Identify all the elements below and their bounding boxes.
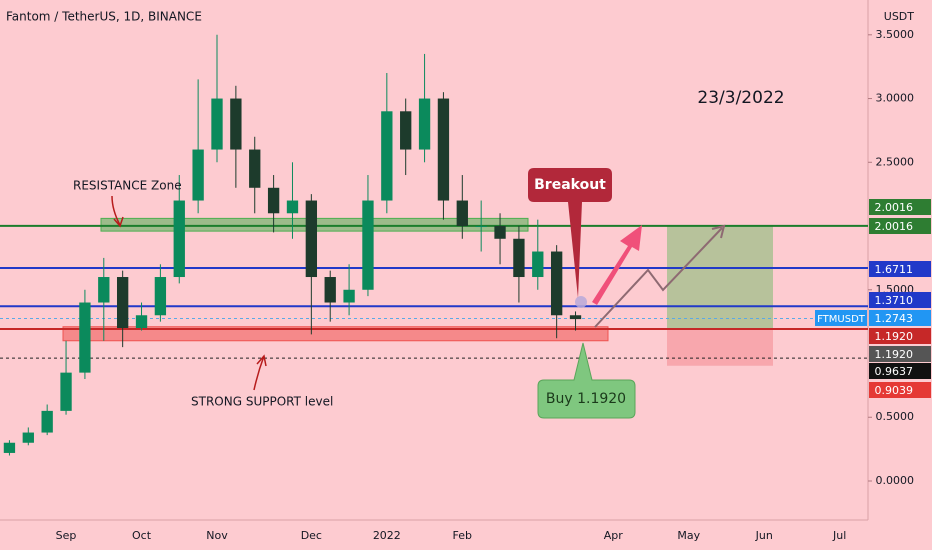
candle-body [135, 315, 148, 329]
buy-callout [537, 342, 636, 419]
price-tag-bg [869, 328, 931, 344]
candle-body [154, 277, 167, 316]
candle-body [173, 200, 185, 278]
candle-body [343, 289, 355, 303]
candle-body [249, 149, 261, 188]
x-tick-label: Sep [56, 529, 77, 542]
price-tag-label: 0.9637 [875, 365, 914, 378]
candle-body [418, 98, 431, 150]
date-note: 23/3/2022 [697, 88, 784, 108]
price-tag-bg [869, 346, 931, 362]
price-tag-bg [869, 310, 931, 326]
price-tag-label: 1.2743 [875, 312, 914, 325]
zone-label: RESISTANCE Zone [73, 179, 182, 193]
projection [594, 224, 726, 328]
price-tag-bg [869, 292, 931, 308]
candle-body [79, 302, 91, 373]
buy-label: Buy 1.1920 [546, 391, 626, 407]
candle-body [437, 98, 450, 201]
price-tag: 0.9039 [869, 382, 931, 398]
breakout-callout [528, 168, 612, 298]
symbol-tag-bg [815, 310, 867, 326]
candle-body [3, 442, 16, 453]
price-tag-label: 2.0016 [875, 220, 914, 233]
price-tag-bg [869, 218, 931, 234]
candle-body [60, 372, 72, 411]
x-tick-label: 2022 [373, 529, 401, 542]
candle-body [569, 315, 582, 320]
candle-body [400, 111, 412, 150]
price-tag-label: 2.0016 [875, 201, 914, 214]
candle-body [362, 200, 374, 290]
x-tick-label: Dec [301, 529, 322, 542]
y-tick-label: 0.0000 [876, 474, 915, 487]
x-tick-label: May [677, 529, 700, 542]
position-loss [667, 329, 773, 366]
candle-body [532, 251, 544, 278]
candle-body [41, 410, 53, 433]
candle-body [305, 200, 318, 278]
candle-body [116, 277, 129, 329]
candle-body [286, 200, 299, 214]
price-tag: 1.3710 [869, 292, 931, 308]
candle-body [230, 98, 242, 150]
candle-body [381, 111, 393, 201]
candle-body [98, 277, 110, 303]
price-tag: 1.2743 FTMUSDT [815, 310, 931, 326]
symbol-tag-label: FTMUSDT [817, 314, 866, 325]
candle-body [22, 432, 34, 443]
price-tag-label: 1.3710 [875, 294, 914, 307]
breakout-label: Breakout [534, 177, 606, 193]
position-profit [667, 225, 773, 330]
x-tick-label: Nov [206, 529, 228, 542]
zone-label: STRONG SUPPORT level [191, 395, 333, 409]
candle-body [513, 238, 525, 278]
x-tick-label: Apr [604, 529, 624, 542]
candle-body [267, 187, 280, 214]
candle-body [324, 277, 336, 303]
arrow [111, 195, 124, 228]
candle-body [475, 226, 487, 228]
price-tag-bg [869, 261, 931, 277]
candle-body [550, 251, 563, 316]
price-tag-bg [869, 363, 931, 379]
price-tag: 2.0016 [869, 218, 931, 234]
x-tick-label: Oct [132, 529, 152, 542]
y-tick-label: 3.0000 [876, 92, 915, 105]
price-tag-label: 1.6711 [875, 263, 914, 276]
y-tick-label: 2.5000 [876, 155, 915, 168]
candle-body [494, 226, 506, 239]
candle-body [192, 149, 204, 201]
price-tag-label: 1.1920 [875, 348, 914, 361]
price-tag: 1.1920 [869, 328, 931, 344]
price-tag: 1.6711 [869, 261, 931, 277]
zone [62, 326, 609, 342]
price-tag: 2.0016 [869, 199, 931, 215]
marker [575, 296, 587, 308]
breakout-arrow [592, 225, 642, 305]
chart-title: Fantom / TetherUS, 1D, BINANCE [6, 10, 202, 24]
price-tag: 0.9637 [869, 363, 931, 379]
x-tick-label: Jun [755, 529, 773, 542]
price-tag-bg [869, 199, 931, 215]
candle-body [456, 200, 468, 227]
candle-body [211, 98, 223, 150]
price-tag: 1.1920 [869, 346, 931, 362]
plot: RESISTANCE Zone STRONG SUPPORT level Break… [0, 34, 868, 456]
y-tick-label: 0.5000 [876, 410, 915, 423]
y-tick-label: 3.5000 [876, 28, 915, 41]
price-tag-bg [869, 382, 931, 398]
price-tag-label: 1.1920 [875, 330, 914, 343]
x-tick-label: Jul [832, 529, 846, 542]
currency: USDT [884, 10, 915, 23]
price-tag-label: 0.9039 [875, 384, 914, 397]
arrow [253, 354, 267, 391]
x-tick-label: Feb [453, 529, 472, 542]
